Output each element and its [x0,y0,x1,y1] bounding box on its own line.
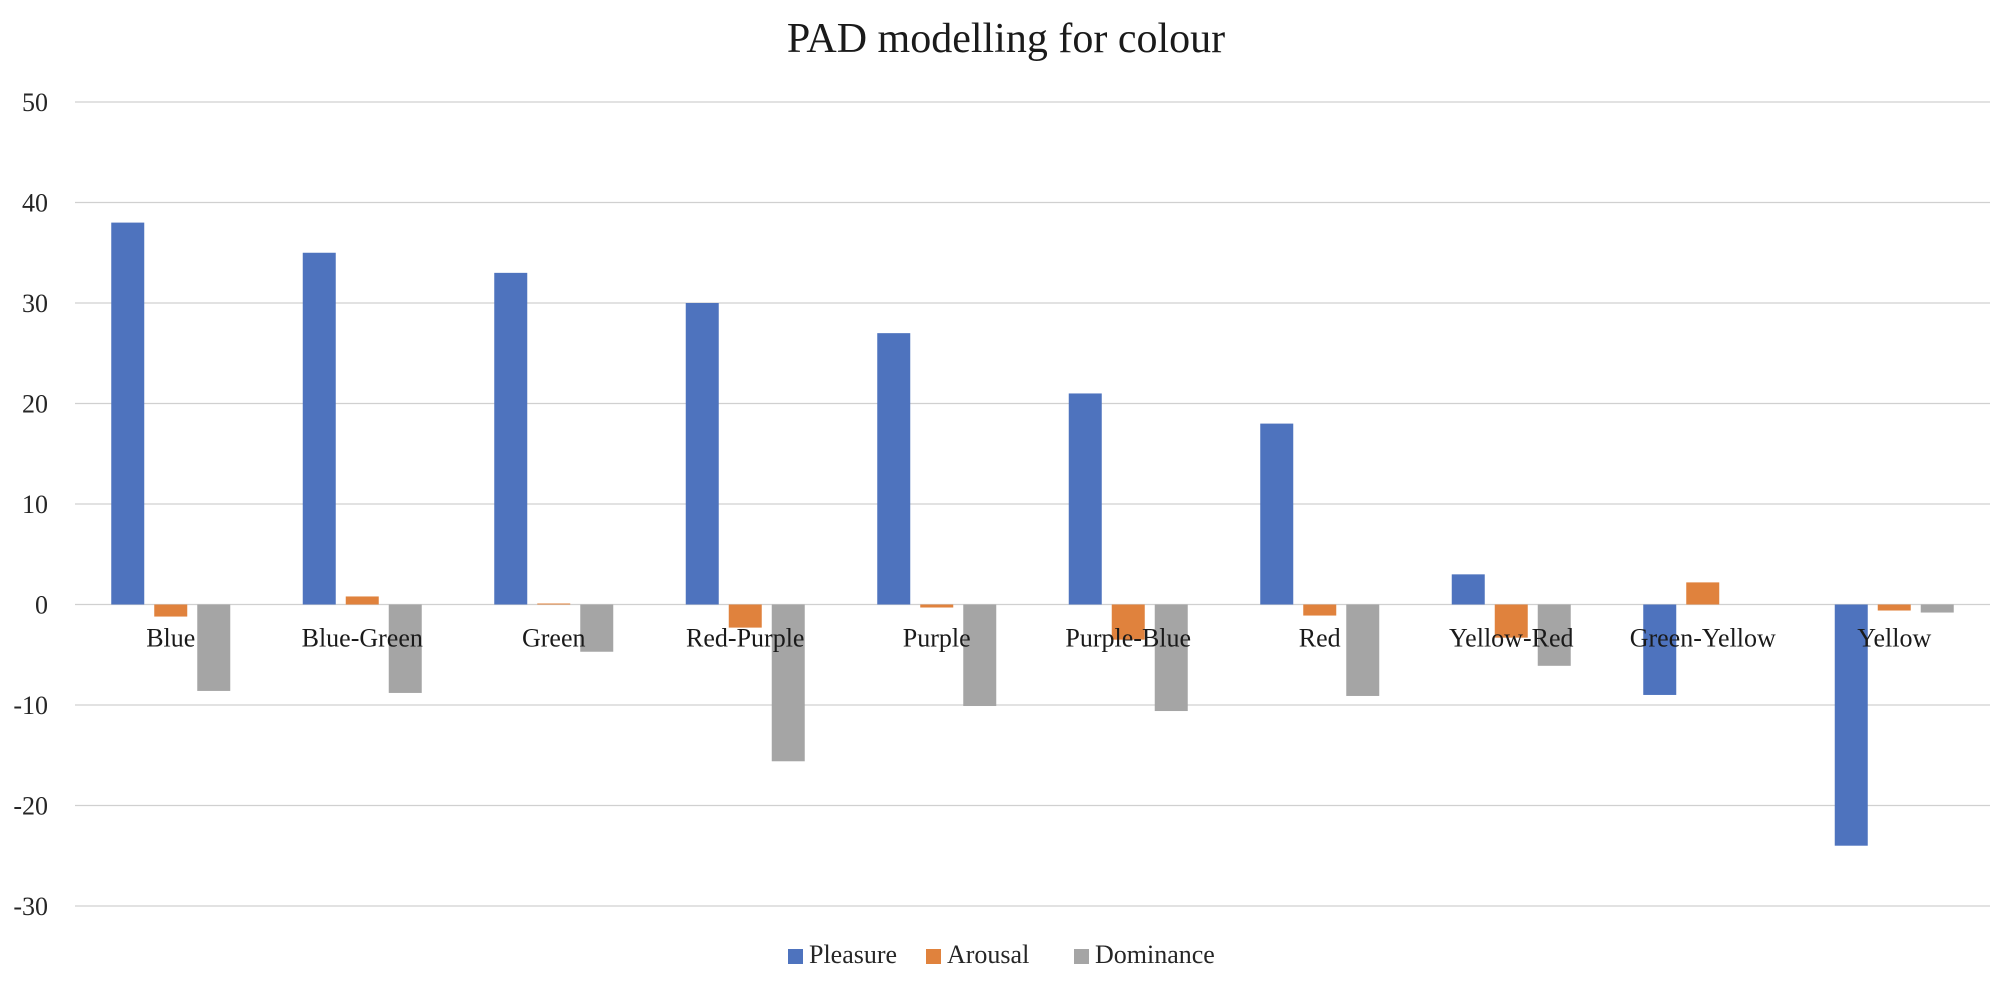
y-tick-label: 20 [22,390,48,419]
bar-pleasure [1643,604,1677,695]
x-tick-label: Yellow [1857,624,1931,653]
bar-dominance [963,604,997,707]
bar-pleasure [494,272,528,605]
bar-pleasure [1068,393,1102,605]
y-tick-label: -30 [13,892,48,921]
legend: Pleasure Arousal Dominance [788,940,1215,969]
bar-dominance [1537,604,1571,666]
bar-arousal [1303,604,1337,616]
y-tick-label: 10 [22,490,48,519]
bar-dominance [197,604,231,691]
bar-arousal [345,596,379,605]
bar-arousal [920,604,954,608]
legend-swatch [1074,949,1089,964]
bar-dominance [771,604,805,762]
bar-pleasure [1260,423,1294,605]
bar-pleasure [111,222,145,605]
x-tick-label: Red-Purple [686,624,804,653]
bar-dominance [1154,604,1188,712]
bar-pleasure [685,303,719,605]
legend-swatch [926,949,941,964]
x-tick-label: Green-Yellow [1630,624,1776,653]
x-tick-label: Yellow-Red [1449,624,1573,653]
legend-swatch [788,949,803,964]
y-tick-label: -10 [13,691,48,720]
bar-pleasure [1451,574,1485,605]
chart-title: PAD modelling for colour [787,16,1225,62]
y-tick-label: 30 [22,289,48,318]
y-tick-label: 0 [35,591,48,620]
y-tick-label: 40 [22,189,48,218]
x-tick-label: Purple-Blue [1065,624,1191,653]
bar-arousal [728,604,762,628]
legend-item-pleasure: Pleasure [788,940,897,969]
bar-pleasure [877,333,911,605]
x-tick-label: Blue-Green [302,624,423,653]
bar-dominance [1346,604,1380,696]
x-tick-label: Red [1299,624,1341,653]
x-tick-label: Purple [903,624,971,653]
legend-item-dominance: Dominance [1074,940,1215,969]
bar-pleasure [1834,604,1868,846]
bar-arousal [1877,604,1911,611]
bar-arousal [1494,604,1528,638]
bar-pleasure [302,252,336,605]
bars [111,222,1954,846]
legend-label: Dominance [1095,940,1215,969]
bar-arousal [154,604,188,617]
x-tick-label: Blue [146,624,195,653]
y-tick-label: -20 [13,792,48,821]
legend-item-arousal: Arousal [926,940,1029,969]
bar-dominance [1920,604,1954,613]
gridlines [75,101,1990,907]
y-tick-label: 50 [22,88,48,117]
bar-dominance [388,604,422,693]
legend-label: Pleasure [809,940,897,969]
bar-arousal [1111,604,1145,640]
bar-arousal [537,603,571,605]
bar-dominance [580,604,614,652]
x-tick-label: Green [522,624,586,653]
x-axis-labels: Blue Blue-Green Green Red-Purple Purple Purpl… [146,624,1931,653]
bar-arousal [1686,582,1720,605]
legend-label: Arousal [947,940,1029,969]
y-axis-ticks: 50 40 30 20 10 0 -10 -20 -30 [13,88,48,921]
